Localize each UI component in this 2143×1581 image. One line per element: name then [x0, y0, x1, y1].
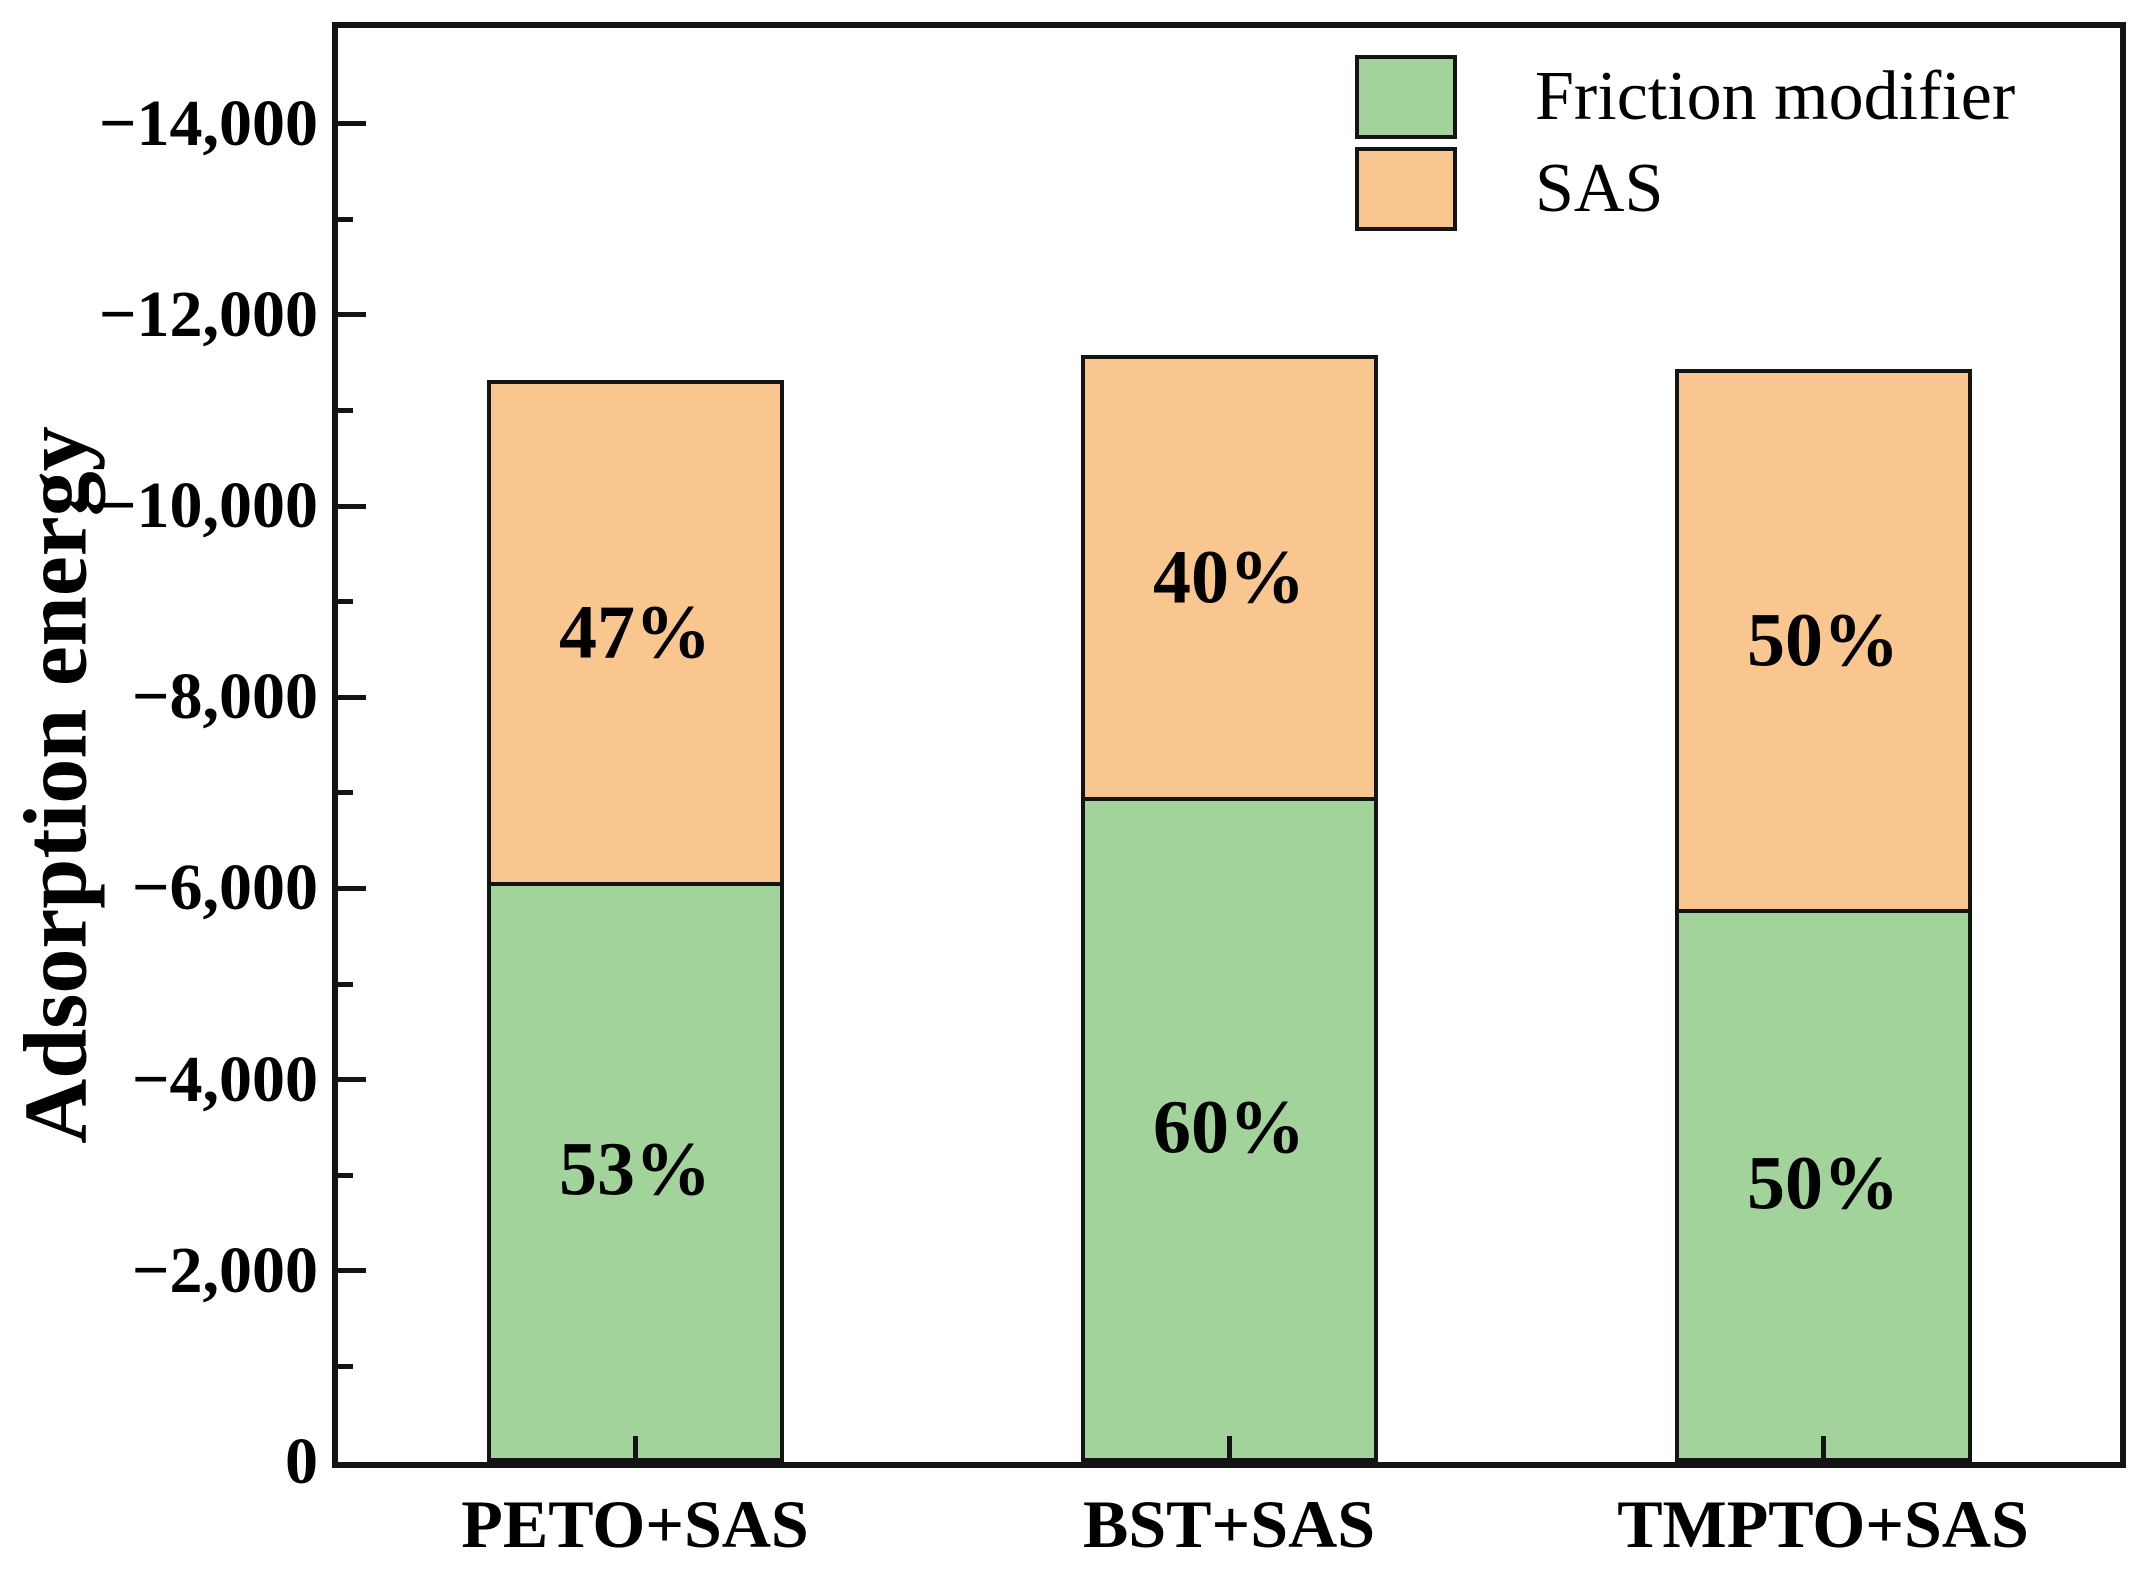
legend-label-friction-modifier: Friction modifier	[1535, 58, 2016, 135]
y-minor-tick	[338, 216, 353, 222]
y-tick-label: −14,000	[98, 86, 318, 160]
segment-label-friction-modifier: 50%	[1747, 1141, 1899, 1226]
y-tick-label: −12,000	[98, 277, 318, 351]
segment-sas	[490, 383, 780, 886]
y-minor-tick	[338, 599, 353, 605]
y-minor-tick	[338, 790, 353, 796]
legend-swatch-sas	[1355, 147, 1457, 231]
y-minor-tick	[338, 981, 353, 987]
segment-label-friction-modifier: 53%	[559, 1127, 711, 1212]
y-minor-tick	[338, 1172, 353, 1178]
segment-label-sas: 50%	[1747, 598, 1899, 683]
y-tick-label: −4,000	[131, 1042, 318, 1116]
legend-item-sas: SAS	[1355, 147, 2015, 231]
plot-area: Friction modifier SAS 47% 53% 40% 60% 50% 50%	[332, 22, 2126, 1468]
y-tick-label: 0	[285, 1425, 318, 1498]
y-tick-label: −6,000	[131, 851, 318, 925]
y-major-tick	[338, 885, 366, 891]
x-axis-tick	[1820, 1436, 1826, 1462]
x-axis-tick	[1226, 1436, 1232, 1462]
segment-label-sas: 40%	[1153, 535, 1305, 620]
x-axis-tick	[632, 1436, 638, 1462]
segment-sas	[1678, 373, 1968, 914]
x-category-label: BST+SAS	[1082, 1486, 1376, 1562]
segment-label-friction-modifier: 60%	[1153, 1085, 1305, 1170]
y-major-tick	[338, 121, 366, 127]
legend-label-sas: SAS	[1535, 150, 1664, 227]
y-major-tick	[338, 312, 366, 318]
y-major-tick	[338, 694, 366, 700]
legend: Friction modifier SAS	[1355, 55, 2015, 231]
bar-peto-sas: 47% 53%	[486, 379, 784, 1462]
segment-sas	[1084, 358, 1374, 802]
legend-item-friction-modifier: Friction modifier	[1355, 55, 2015, 139]
y-major-tick	[338, 503, 366, 509]
y-minor-tick	[338, 407, 353, 413]
y-tick-label: −10,000	[98, 469, 318, 542]
y-major-tick	[338, 1268, 366, 1274]
bar-bst-sas: 40% 60%	[1080, 354, 1378, 1462]
y-tick-label: −8,000	[131, 660, 318, 734]
x-category-label: TMPTO+SAS	[1617, 1486, 2029, 1562]
segment-label-sas: 47%	[559, 590, 711, 675]
x-category-label: PETO+SAS	[461, 1486, 809, 1562]
legend-swatch-friction-modifier	[1355, 55, 1457, 139]
y-minor-tick	[338, 1363, 353, 1369]
y-tick-label: −2,000	[131, 1233, 318, 1307]
bar-tmpto-sas: 50% 50%	[1674, 369, 1972, 1462]
y-major-tick	[338, 1077, 366, 1083]
